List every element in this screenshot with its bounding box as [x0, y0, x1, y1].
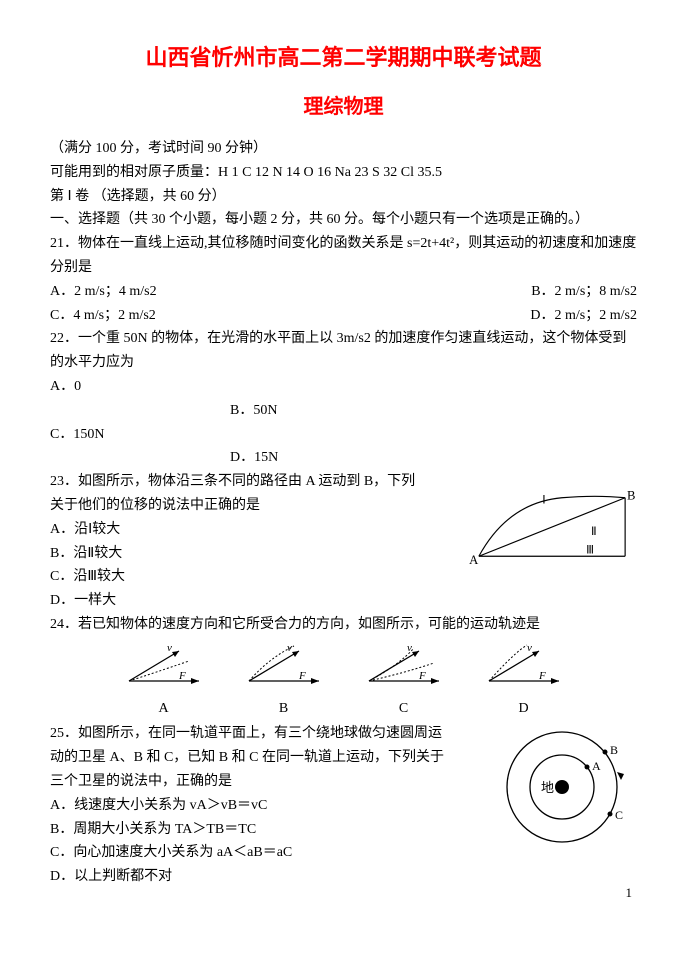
- question-21: 21．物体在一直线上运动,其位移随时间变化的函数关系是 s=2t+4t²，则其运…: [50, 232, 637, 327]
- svg-text:v: v: [527, 643, 532, 654]
- question-25: 地 A B C 25．如图所示，在同一轨道平面上，有三个绕地球做匀速圆周运 动的…: [50, 722, 637, 889]
- q22-option-c: C．150N: [50, 423, 637, 447]
- svg-text:v: v: [167, 643, 172, 654]
- q25-sat-a: A: [592, 759, 601, 773]
- svg-text:F: F: [418, 670, 426, 682]
- svg-text:v: v: [407, 643, 412, 654]
- q21-option-a: A．2 m/s；4 m/s2: [50, 280, 157, 304]
- svg-text:v: v: [287, 643, 292, 654]
- q25-sat-b: B: [610, 743, 618, 757]
- atomic-mass-line: 可能用到的相对原子质量：H 1 C 12 N 14 O 16 Na 23 S 3…: [50, 161, 637, 185]
- q22-stem: 22．一个重 50N 的物体，在光滑的水平面上以 3m/s2 的加速度作匀速直线…: [50, 327, 637, 375]
- q25-orbit-figure: 地 A B C: [497, 722, 637, 847]
- question-24: 24．若已知物体的速度方向和它所受合力的方向，如图所示，可能的运动轨迹是 v F…: [50, 613, 637, 720]
- q23-option-d: D．一样大: [50, 589, 637, 613]
- q24-diagram-a: v F A: [119, 643, 209, 721]
- title-main: 山西省忻州市高二第二学期期中联考试题: [50, 40, 637, 72]
- q23-label-3: Ⅲ: [586, 543, 594, 556]
- q23-label-2: Ⅱ: [591, 525, 597, 538]
- meta-line: （满分 100 分，考试时间 90 分钟）: [50, 137, 637, 161]
- q23-label-1: Ⅰ: [542, 494, 545, 507]
- q22-option-d: D．15N: [50, 446, 637, 470]
- q24-label-a: A: [119, 697, 209, 721]
- title-sub: 理综物理: [50, 90, 637, 119]
- q23-option-c: C．沿Ⅲ较大: [50, 565, 637, 589]
- q21-option-b: B．2 m/s；8 m/s2: [531, 280, 637, 304]
- q24-diagram-d: v F D: [479, 643, 569, 721]
- q23-label-a: A: [469, 553, 479, 566]
- q24-diagram-c: v F C: [359, 643, 449, 721]
- question-22: 22．一个重 50N 的物体，在光滑的水平面上以 3m/s2 的加速度作匀速直线…: [50, 327, 637, 470]
- q25-earth-label: 地: [541, 780, 554, 795]
- q24-label-c: C: [359, 697, 449, 721]
- q24-figure-row: v F A v F B: [50, 643, 637, 721]
- q25-sat-c: C: [615, 808, 623, 822]
- q23-triangle-figure: A B Ⅰ Ⅱ Ⅲ: [467, 488, 637, 566]
- q23-label-b: B: [627, 489, 635, 503]
- svg-text:F: F: [298, 670, 306, 682]
- question-23: 23．如图所示，物体沿三条不同的路径由 A 运动到 B，下列 关于他们的位移的说…: [50, 470, 637, 613]
- exam-page: 山西省忻州市高二第二学期期中联考试题 理综物理 （满分 100 分，考试时间 9…: [0, 0, 687, 909]
- q22-option-a: A．0: [50, 375, 637, 399]
- q24-stem: 24．若已知物体的速度方向和它所受合力的方向，如图所示，可能的运动轨迹是: [50, 613, 637, 637]
- q24-diagram-b: v F B: [239, 643, 329, 721]
- page-number: 1: [626, 885, 633, 901]
- q24-label-b: B: [239, 697, 329, 721]
- q25-option-d: D．以上判断都不对: [50, 865, 637, 889]
- section-label: 第 Ⅰ 卷 （选择题，共 60 分）: [50, 185, 637, 209]
- svg-text:F: F: [538, 670, 546, 682]
- q21-option-c: C．4 m/s；2 m/s2: [50, 304, 156, 328]
- svg-text:F: F: [178, 670, 186, 682]
- instruction-line: 一、选择题（共 30 个小题，每小题 2 分，共 60 分。每个小题只有一个选项…: [50, 208, 637, 232]
- q24-label-d: D: [479, 697, 569, 721]
- q22-option-b: B．50N: [50, 399, 637, 423]
- q21-option-d: D．2 m/s；2 m/s2: [530, 304, 637, 328]
- q21-stem: 21．物体在一直线上运动,其位移随时间变化的函数关系是 s=2t+4t²，则其运…: [50, 232, 637, 280]
